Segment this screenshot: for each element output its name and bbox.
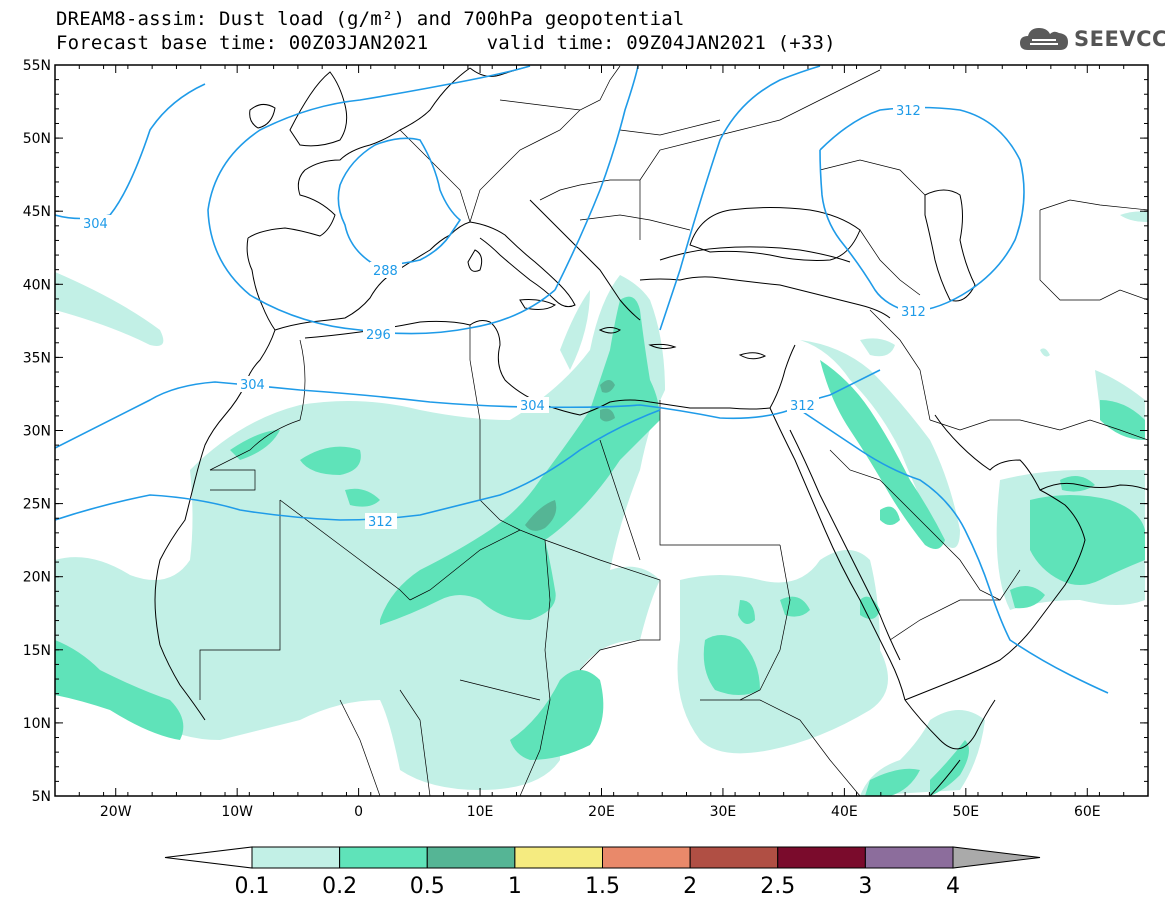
colorbar-label: 4 [946,874,960,899]
seevccc-logo: SEEVCCC [1018,24,1165,54]
colorbar-lower-arrow [164,846,253,869]
contour-label-312-russia: 312 [896,104,921,119]
colorbar-label: 0.5 [410,874,445,899]
lat-tick-label: 40N [23,277,51,293]
contour-label-288: 288 [373,264,398,279]
contour-label-304-west: 304 [83,217,108,232]
lon-tick-label: 20W [100,804,132,820]
forecast-times: Forecast base time: 00Z03JAN2021 valid t… [56,32,836,54]
lon-tick-label: 0 [354,804,363,820]
map-title: DREAM8-assim: Dust load (g/m²) and 700hP… [56,8,685,30]
colorbar-box [602,846,691,869]
contour-label-304-africa: 304 [240,378,265,393]
contour-label-296: 296 [366,328,391,343]
cloud-icon [1020,28,1068,50]
latitude-labels: 55N 50N 45N 40N 35N 30N 25N 20N 15N 10N 5N [23,58,51,805]
colorbar-box [426,846,516,869]
colorbar [164,846,1041,869]
lon-tick-label: 50E [952,804,979,820]
country-borders [199,65,1148,796]
dust-shading-medium [55,296,1145,796]
axis-ticks [54,64,1149,797]
lon-tick-label: 20E [588,804,615,820]
colorbar-label: 3 [858,874,872,899]
lat-tick-label: 25N [23,497,51,513]
colorbar-label: 2.5 [760,874,795,899]
lat-tick-label: 45N [23,204,51,220]
lat-tick-label: 30N [23,424,51,440]
lon-tick-label: 10W [221,804,253,820]
dust-shading-heavy [525,380,615,531]
colorbar-box [251,846,341,869]
lon-tick-label: 10E [467,804,494,820]
contour-labels: 304 288 296 304 304 312 312 312 312 [80,102,930,530]
colorbar-labels: 0.1 0.2 0.5 1 1.5 2 2.5 3 4 [235,874,961,899]
colorbar-label: 1.5 [585,874,620,899]
lat-tick-label: 35N [23,350,51,366]
map-plot-area: 304 288 296 304 304 312 312 312 312 [55,65,1148,796]
colorbar-box [514,846,603,869]
contour-label-304-libya: 304 [520,399,545,414]
colorbar-label: 0.1 [235,874,270,899]
lat-tick-label: 50N [23,131,51,147]
lat-tick-label: 55N [23,58,51,74]
lon-tick-label: 30E [710,804,737,820]
lon-tick-label: 40E [831,804,858,820]
colorbar-box [864,846,954,869]
colorbar-label: 1 [508,874,522,899]
logo-text: SEEVCCC [1074,27,1165,51]
lat-tick-label: 5N [32,789,51,805]
longitude-labels: 20W 10W 0 10E 20E 30E 40E 50E 60E [100,804,1101,820]
colorbar-label: 2 [683,874,697,899]
colorbar-box [339,846,428,869]
colorbar-box [777,846,866,869]
lat-tick-label: 20N [23,570,51,586]
contour-label-312-caucasus: 312 [901,305,926,320]
lat-tick-label: 15N [23,643,51,659]
lat-tick-label: 10N [23,716,51,732]
contour-label-312-sahara: 312 [368,515,393,530]
colorbar-label: 0.2 [322,874,357,899]
contour-label-312-levant: 312 [790,399,815,414]
colorbar-upper-arrow [952,846,1041,869]
colorbar-box [689,846,779,869]
lon-tick-label: 60E [1074,804,1101,820]
